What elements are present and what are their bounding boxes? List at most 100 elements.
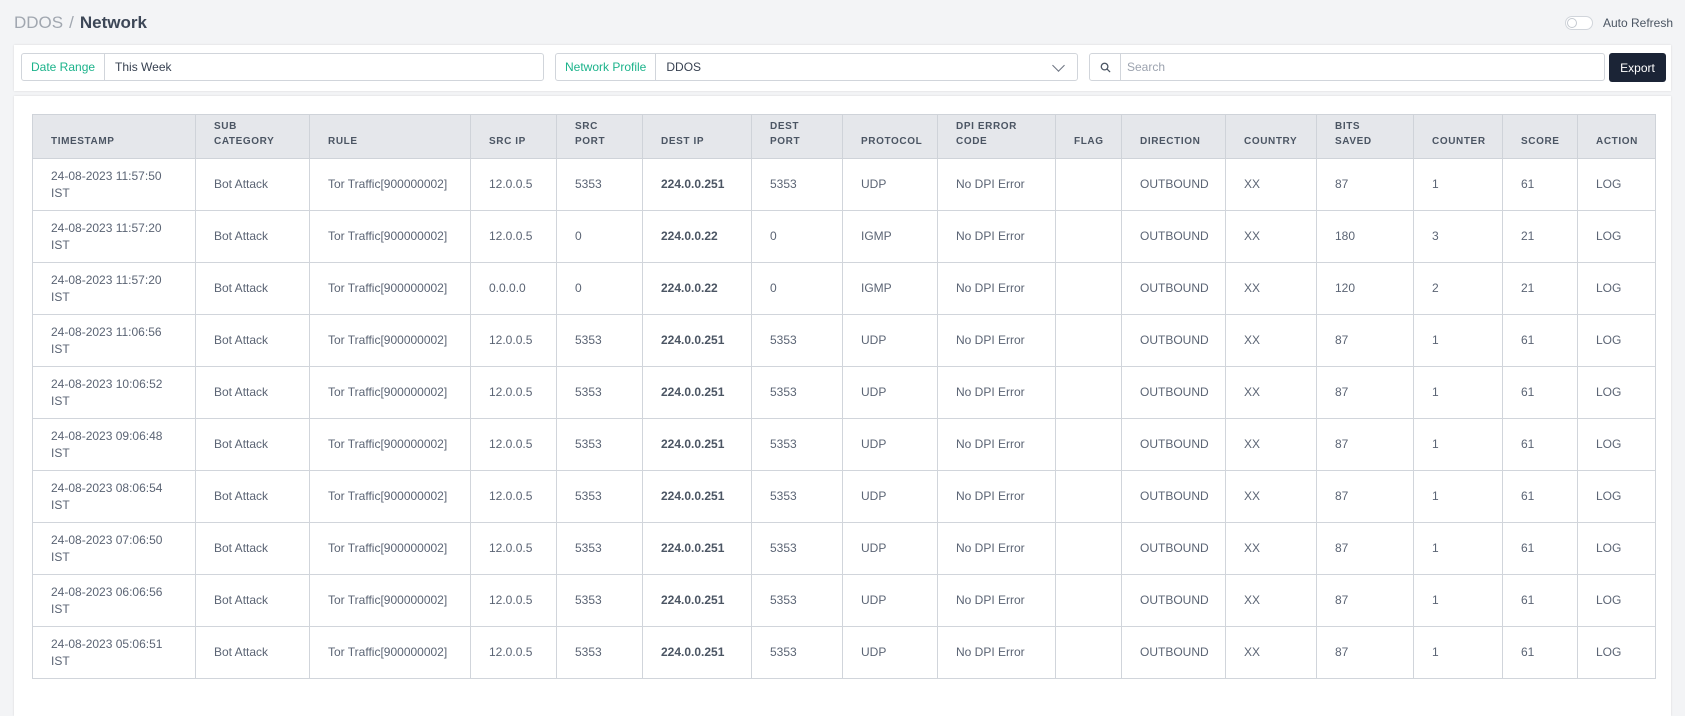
column-header-bits-saved[interactable]: BITS SAVED: [1316, 114, 1414, 159]
cell-bits-saved: 87: [1316, 158, 1414, 211]
filter-bar: Date Range This Week Network Profile DDO…: [14, 45, 1671, 91]
network-profile-select[interactable]: Network Profile DDOS: [555, 53, 1078, 81]
cell-sub-category: Bot Attack: [195, 626, 310, 679]
cell-src-ip: 12.0.0.5: [470, 158, 557, 211]
cell-direction: OUTBOUND: [1121, 574, 1226, 627]
cell-flag: [1055, 470, 1122, 523]
cell-dpi-error-code: No DPI Error: [937, 626, 1056, 679]
cell-timestamp: 24-08-2023 10:06:52 IST: [32, 366, 196, 419]
column-header-flag[interactable]: FLAG: [1055, 114, 1122, 159]
cell-flag: [1055, 522, 1122, 575]
column-header-dpi-error-code[interactable]: DPI ERROR CODE: [937, 114, 1056, 159]
date-range-value[interactable]: This Week: [115, 60, 172, 74]
column-header-score[interactable]: SCORE: [1502, 114, 1578, 159]
cell-protocol: UDP: [842, 314, 938, 367]
cell-protocol: UDP: [842, 574, 938, 627]
search-box[interactable]: [1089, 53, 1605, 81]
column-header-direction[interactable]: DIRECTION: [1121, 114, 1226, 159]
cell-src-port: 0: [556, 262, 643, 315]
cell-counter: 1: [1413, 522, 1503, 575]
cell-direction: OUTBOUND: [1121, 626, 1226, 679]
page-header: DDOS / Network Auto Refresh: [14, 8, 1673, 38]
column-header-sub-category[interactable]: SUB CATEGORY: [195, 114, 310, 159]
cell-score: 61: [1502, 366, 1578, 419]
cell-counter: 3: [1413, 210, 1503, 263]
cell-bits-saved: 87: [1316, 574, 1414, 627]
table-row[interactable]: 24-08-2023 05:06:51 IST Bot Attack Tor Tra…: [32, 626, 1656, 679]
cell-action: LOG: [1577, 522, 1656, 575]
column-header-src-ip[interactable]: SRC IP: [470, 114, 557, 159]
cell-timestamp: 24-08-2023 05:06:51 IST: [32, 626, 196, 679]
table-row[interactable]: 24-08-2023 11:57:20 IST Bot Attack Tor Tra…: [32, 262, 1656, 315]
table-row[interactable]: 24-08-2023 10:06:52 IST Bot Attack Tor Tra…: [32, 366, 1656, 419]
table-row[interactable]: 24-08-2023 07:06:50 IST Bot Attack Tor Tra…: [32, 522, 1656, 575]
cell-direction: OUTBOUND: [1121, 314, 1226, 367]
cell-bits-saved: 87: [1316, 470, 1414, 523]
cell-sub-category: Bot Attack: [195, 574, 310, 627]
cell-timestamp: 24-08-2023 06:06:56 IST: [32, 574, 196, 627]
column-header-timestamp[interactable]: TIMESTAMP: [32, 114, 196, 159]
auto-refresh-toggle[interactable]: [1564, 16, 1593, 30]
cell-bits-saved: 180: [1316, 210, 1414, 263]
column-header-protocol[interactable]: PROTOCOL: [842, 114, 938, 159]
cell-direction: OUTBOUND: [1121, 522, 1226, 575]
cell-timestamp: 24-08-2023 07:06:50 IST: [32, 522, 196, 575]
cell-flag: [1055, 158, 1122, 211]
cell-action: LOG: [1577, 626, 1656, 679]
cell-country: XX: [1225, 626, 1317, 679]
cell-src-ip: 12.0.0.5: [470, 522, 557, 575]
cell-dest-ip: 224.0.0.251: [642, 574, 752, 627]
cell-country: XX: [1225, 366, 1317, 419]
cell-score: 21: [1502, 210, 1578, 263]
cell-flag: [1055, 210, 1122, 263]
cell-dest-ip: 224.0.0.251: [642, 158, 752, 211]
column-header-dest-ip[interactable]: DEST IP: [642, 114, 752, 159]
column-header-dest-port[interactable]: DEST PORT: [751, 114, 843, 159]
date-range-filter[interactable]: Date Range This Week: [21, 53, 544, 81]
column-header-rule[interactable]: RULE: [309, 114, 471, 159]
table-row[interactable]: 24-08-2023 08:06:54 IST Bot Attack Tor Tra…: [32, 470, 1656, 523]
cell-counter: 1: [1413, 470, 1503, 523]
cell-bits-saved: 87: [1316, 522, 1414, 575]
table-row[interactable]: 24-08-2023 09:06:48 IST Bot Attack Tor Tra…: [32, 418, 1656, 471]
cell-action: LOG: [1577, 314, 1656, 367]
column-header-counter[interactable]: COUNTER: [1413, 114, 1503, 159]
cell-dest-port: 5353: [751, 366, 843, 419]
network-profile-value[interactable]: DDOS: [666, 60, 702, 74]
cell-counter: 1: [1413, 418, 1503, 471]
results-panel: TIMESTAMP SUB CATEGORY RULE SRC IP SRC PORT D…: [14, 96, 1671, 716]
cell-protocol: IGMP: [842, 210, 938, 263]
table-row[interactable]: 24-08-2023 11:57:20 IST Bot Attack Tor Tra…: [32, 210, 1656, 263]
breadcrumb-root[interactable]: DDOS: [14, 13, 64, 32]
cell-score: 61: [1502, 470, 1578, 523]
cell-dpi-error-code: No DPI Error: [937, 158, 1056, 211]
chevron-down-icon[interactable]: [1052, 58, 1065, 72]
cell-src-port: 5353: [556, 522, 643, 575]
cell-protocol: UDP: [842, 366, 938, 419]
cell-dest-ip: 224.0.0.251: [642, 314, 752, 367]
cell-timestamp: 24-08-2023 11:57:20 IST: [32, 262, 196, 315]
cell-score: 61: [1502, 626, 1578, 679]
breadcrumb: DDOS / Network: [14, 13, 147, 33]
column-header-src-port[interactable]: SRC PORT: [556, 114, 643, 159]
column-header-country[interactable]: COUNTRY: [1225, 114, 1317, 159]
table-row[interactable]: 24-08-2023 11:57:50 IST Bot Attack Tor Tra…: [32, 158, 1656, 211]
cell-sub-category: Bot Attack: [195, 262, 310, 315]
cell-src-ip: 12.0.0.5: [470, 366, 557, 419]
toggle-knob: [1566, 18, 1577, 28]
cell-action: LOG: [1577, 418, 1656, 471]
cell-dest-port: 5353: [751, 626, 843, 679]
cell-bits-saved: 87: [1316, 366, 1414, 419]
column-header-action[interactable]: ACTION: [1577, 114, 1656, 159]
export-button[interactable]: Export: [1609, 53, 1666, 82]
table-header-row: TIMESTAMP SUB CATEGORY RULE SRC IP SRC PORT D…: [32, 114, 1656, 159]
cell-src-port: 5353: [556, 470, 643, 523]
cell-dest-port: 5353: [751, 574, 843, 627]
table-row[interactable]: 24-08-2023 06:06:56 IST Bot Attack Tor Tra…: [32, 574, 1656, 627]
table-body: 24-08-2023 11:57:50 IST Bot Attack Tor Tra…: [32, 158, 1656, 679]
cell-src-ip: 12.0.0.5: [470, 210, 557, 263]
search-input[interactable]: [1121, 54, 1604, 80]
cell-timestamp: 24-08-2023 11:57:20 IST: [32, 210, 196, 263]
table-row[interactable]: 24-08-2023 11:06:56 IST Bot Attack Tor Tra…: [32, 314, 1656, 367]
cell-src-port: 0: [556, 210, 643, 263]
